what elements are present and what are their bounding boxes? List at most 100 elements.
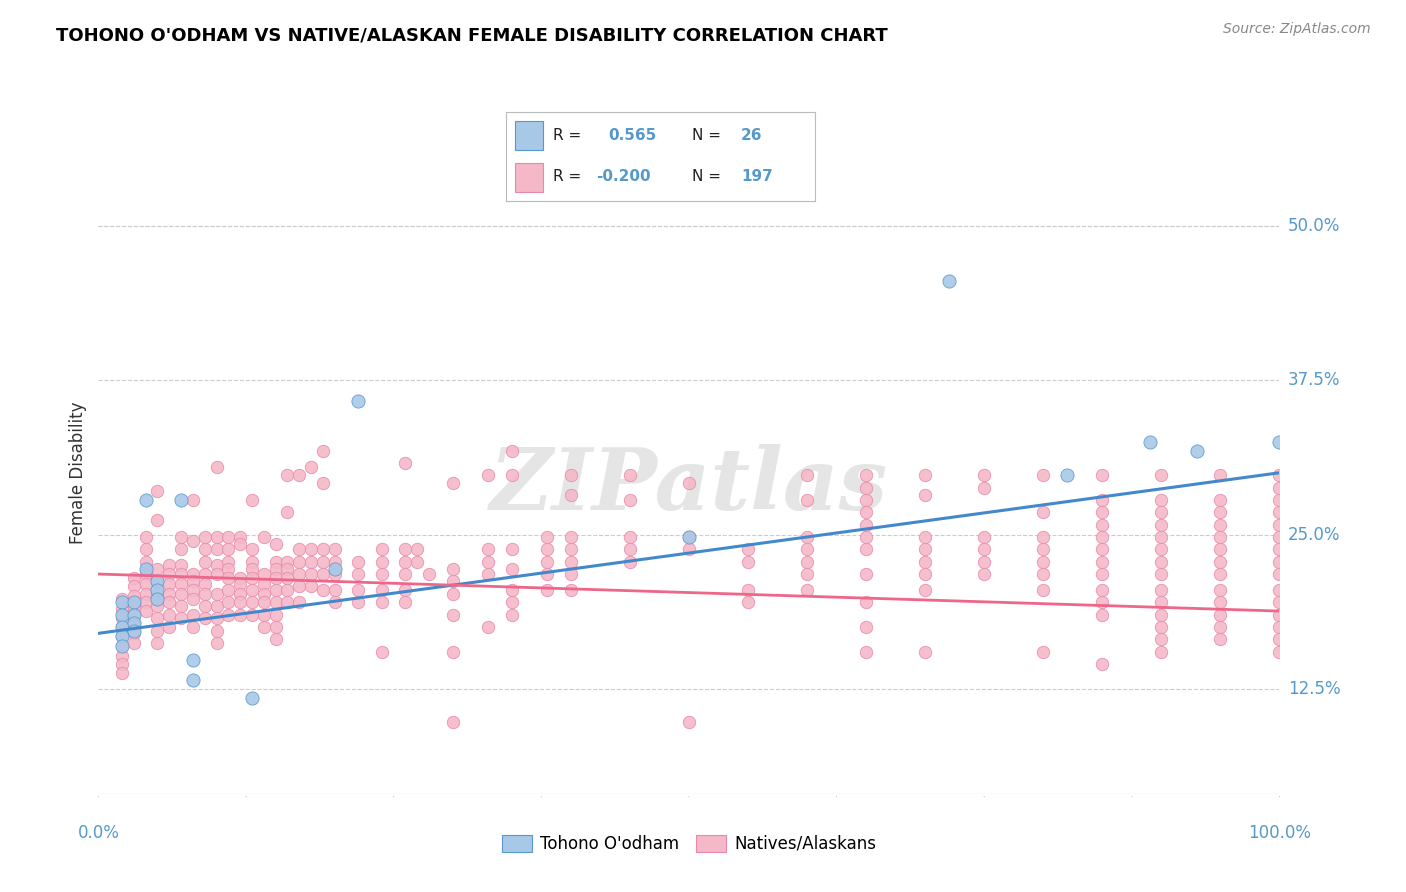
Bar — [516, 163, 543, 192]
Point — [914, 488, 936, 502]
Point — [299, 579, 322, 593]
Point — [194, 577, 217, 591]
Point — [1150, 492, 1173, 507]
Text: N =: N = — [692, 169, 721, 184]
Point — [170, 577, 193, 591]
Point — [181, 673, 204, 688]
Point — [914, 555, 936, 569]
Point — [205, 567, 228, 582]
Point — [135, 604, 157, 618]
Point — [1268, 567, 1291, 582]
Point — [1150, 595, 1173, 609]
Point — [111, 620, 134, 634]
Point — [1139, 434, 1161, 449]
Text: 197: 197 — [741, 169, 773, 184]
Point — [135, 555, 157, 569]
Point — [217, 607, 239, 622]
Text: 0.0%: 0.0% — [77, 824, 120, 842]
Point — [111, 665, 134, 680]
Point — [441, 562, 464, 576]
Point — [157, 567, 180, 582]
Point — [194, 555, 217, 569]
Point — [146, 636, 169, 650]
Point — [276, 595, 298, 609]
Point — [288, 595, 311, 609]
Point — [501, 595, 523, 609]
Point — [264, 595, 287, 609]
Point — [146, 624, 169, 638]
Point — [1150, 542, 1173, 557]
Point — [1150, 517, 1173, 532]
Point — [288, 579, 311, 593]
Point — [1268, 530, 1291, 544]
Point — [122, 636, 145, 650]
Point — [855, 505, 877, 519]
Point — [1056, 468, 1078, 483]
Point — [347, 394, 370, 409]
Point — [536, 583, 558, 598]
Point — [111, 648, 134, 663]
Point — [477, 555, 499, 569]
Point — [1268, 583, 1291, 598]
Point — [111, 591, 134, 606]
Point — [146, 583, 169, 598]
Point — [914, 542, 936, 557]
Point — [253, 587, 276, 601]
Text: TOHONO O'ODHAM VS NATIVE/ALASKAN FEMALE DISABILITY CORRELATION CHART: TOHONO O'ODHAM VS NATIVE/ALASKAN FEMALE … — [56, 27, 889, 45]
Point — [1091, 657, 1114, 672]
Point — [122, 616, 145, 631]
Point — [253, 530, 276, 544]
Point — [1209, 632, 1232, 647]
Point — [240, 562, 263, 576]
Point — [181, 567, 204, 582]
Point — [264, 620, 287, 634]
Point — [264, 607, 287, 622]
Point — [253, 595, 276, 609]
Point — [477, 567, 499, 582]
Point — [1209, 530, 1232, 544]
Point — [1091, 530, 1114, 544]
Point — [1091, 542, 1114, 557]
Point — [135, 492, 157, 507]
Point — [253, 577, 276, 591]
Point — [1091, 468, 1114, 483]
Text: 12.5%: 12.5% — [1288, 680, 1340, 698]
Point — [371, 645, 394, 659]
Point — [394, 456, 416, 470]
Point — [914, 567, 936, 582]
Point — [1209, 468, 1232, 483]
Point — [737, 542, 759, 557]
Point — [501, 607, 523, 622]
Point — [205, 558, 228, 573]
Point — [135, 542, 157, 557]
Point — [1032, 505, 1054, 519]
Point — [536, 542, 558, 557]
Point — [1150, 468, 1173, 483]
Text: 25.0%: 25.0% — [1288, 525, 1340, 543]
Point — [122, 626, 145, 640]
Point — [217, 583, 239, 598]
Point — [1268, 620, 1291, 634]
Point — [678, 530, 700, 544]
Point — [205, 599, 228, 614]
Point — [205, 636, 228, 650]
Point — [619, 492, 641, 507]
Point — [678, 475, 700, 490]
Point — [157, 595, 180, 609]
Point — [135, 595, 157, 609]
Point — [323, 567, 346, 582]
Point — [560, 542, 582, 557]
Point — [914, 645, 936, 659]
Point — [371, 555, 394, 569]
Point — [240, 555, 263, 569]
Point — [181, 653, 204, 667]
Point — [1032, 645, 1054, 659]
Point — [371, 567, 394, 582]
Point — [477, 620, 499, 634]
Point — [560, 530, 582, 544]
Point — [1209, 555, 1232, 569]
Point — [1209, 567, 1232, 582]
Point — [194, 542, 217, 557]
Point — [501, 542, 523, 557]
Point — [170, 567, 193, 582]
